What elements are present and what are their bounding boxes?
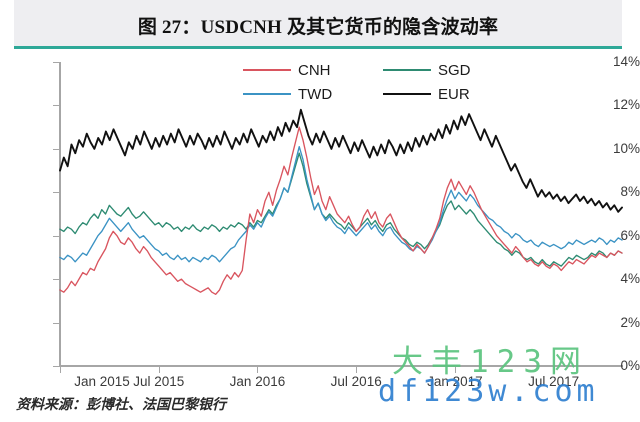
legend-item-twd[interactable]: TWD: [243, 82, 373, 106]
x-tick-mark: [553, 367, 555, 373]
y-tick-label: 10%: [612, 140, 640, 156]
y-axis-line: [59, 62, 61, 367]
legend-swatch-sgd-icon: [383, 69, 431, 71]
x-tick-label: Jan 2017: [427, 374, 483, 389]
y-tick-mark: [53, 192, 60, 194]
y-tick-label: 2%: [620, 314, 640, 330]
series-line-sgd: [59, 152, 623, 267]
y-tick-mark: [53, 235, 60, 237]
plot-area: [60, 62, 622, 366]
x-tick-mark: [356, 367, 358, 373]
y-tick-label: 4%: [620, 271, 640, 287]
x-tick-mark: [257, 367, 259, 373]
y-tick-label: 6%: [620, 227, 640, 243]
legend-label: EUR: [438, 85, 470, 103]
y-tick-label: 0%: [620, 358, 640, 373]
figure-header-band: [14, 0, 622, 46]
legend-label: CNH: [298, 61, 331, 79]
figure-header-rule: [14, 46, 622, 49]
x-tick-mark: [158, 367, 160, 373]
series-line-cnh: [59, 126, 623, 296]
y-tick-mark: [53, 62, 60, 63]
y-tick-label: 8%: [620, 184, 640, 200]
y-tick-mark: [53, 105, 60, 107]
x-tick-label: Jul 2016: [330, 374, 382, 389]
x-axis-line: [59, 365, 623, 367]
legend-swatch-cnh-icon: [243, 69, 291, 71]
y-tick-label: 12%: [612, 97, 640, 113]
x-tick-label: Jan 2016: [229, 374, 286, 389]
y-tick-mark: [53, 148, 60, 150]
chart-legend: CNH SGD TWD EUR: [243, 58, 513, 106]
y-tick-label: 14%: [612, 54, 640, 69]
series-line-eur: [59, 108, 623, 213]
x-tick-label: Jul 2017: [528, 374, 580, 389]
legend-label: TWD: [298, 85, 333, 103]
legend-swatch-eur-icon: [383, 92, 431, 96]
source-note: 资料来源：彭博社、法国巴黎银行: [16, 398, 226, 413]
legend-item-cnh[interactable]: CNH: [243, 58, 373, 82]
legend-label: SGD: [438, 61, 471, 79]
legend-item-eur[interactable]: EUR: [383, 82, 513, 106]
x-tick-mark: [60, 367, 61, 373]
x-tick-label: Jan 2015: [74, 374, 130, 389]
x-tick-mark: [454, 367, 456, 373]
legend-swatch-twd-icon: [243, 93, 291, 95]
figure-title: 图 27：USDCNH 及其它货币的隐含波动率: [137, 16, 499, 38]
y-tick-mark: [53, 366, 60, 367]
y-tick-mark: [53, 279, 60, 281]
series-line-twd: [59, 146, 623, 263]
y-tick-mark: [53, 322, 60, 324]
legend-item-sgd[interactable]: SGD: [383, 58, 513, 82]
x-tick-label: Jul 2015: [133, 374, 185, 389]
